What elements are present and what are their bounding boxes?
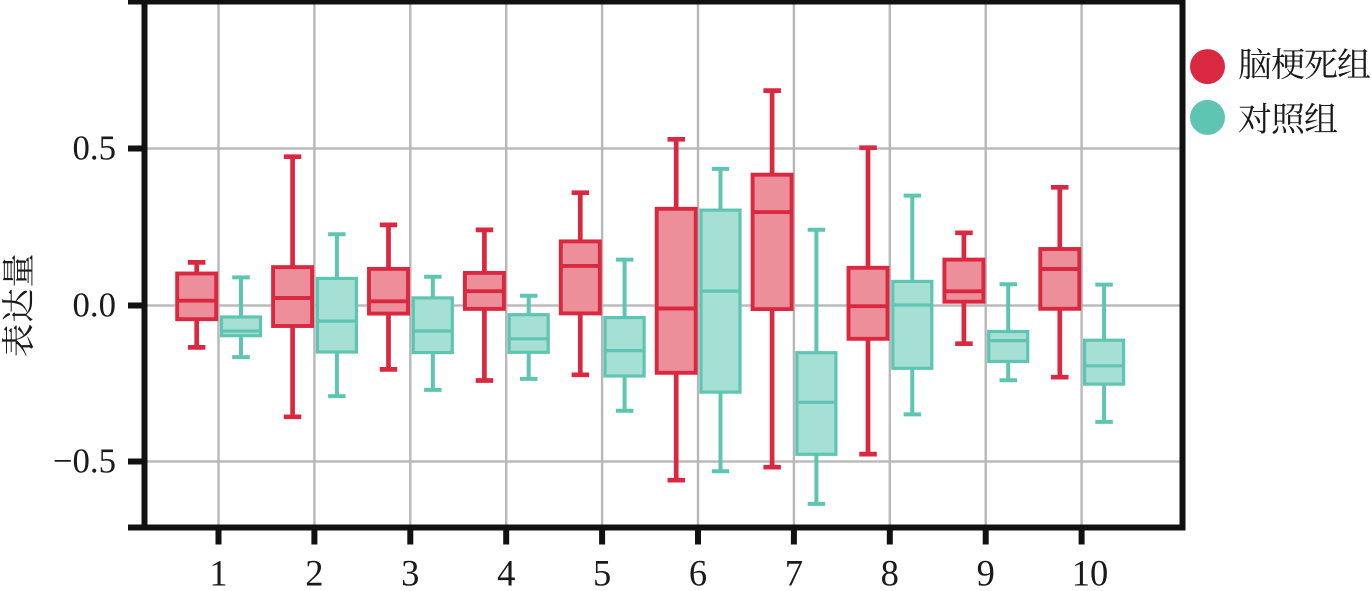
svg-text:4: 4 xyxy=(497,553,515,591)
svg-text:9: 9 xyxy=(977,553,995,591)
svg-text:0.0: 0.0 xyxy=(73,286,117,325)
svg-text:−0.5: −0.5 xyxy=(53,442,116,481)
svg-text:6: 6 xyxy=(689,553,707,591)
svg-text:1: 1 xyxy=(209,553,227,591)
svg-text:8: 8 xyxy=(881,553,899,591)
svg-text:5: 5 xyxy=(593,553,611,591)
svg-text:3: 3 xyxy=(401,553,419,591)
svg-text:7: 7 xyxy=(785,553,803,591)
svg-text:10: 10 xyxy=(1072,553,1109,591)
svg-text:2: 2 xyxy=(305,553,323,591)
svg-text:0.5: 0.5 xyxy=(73,129,117,168)
